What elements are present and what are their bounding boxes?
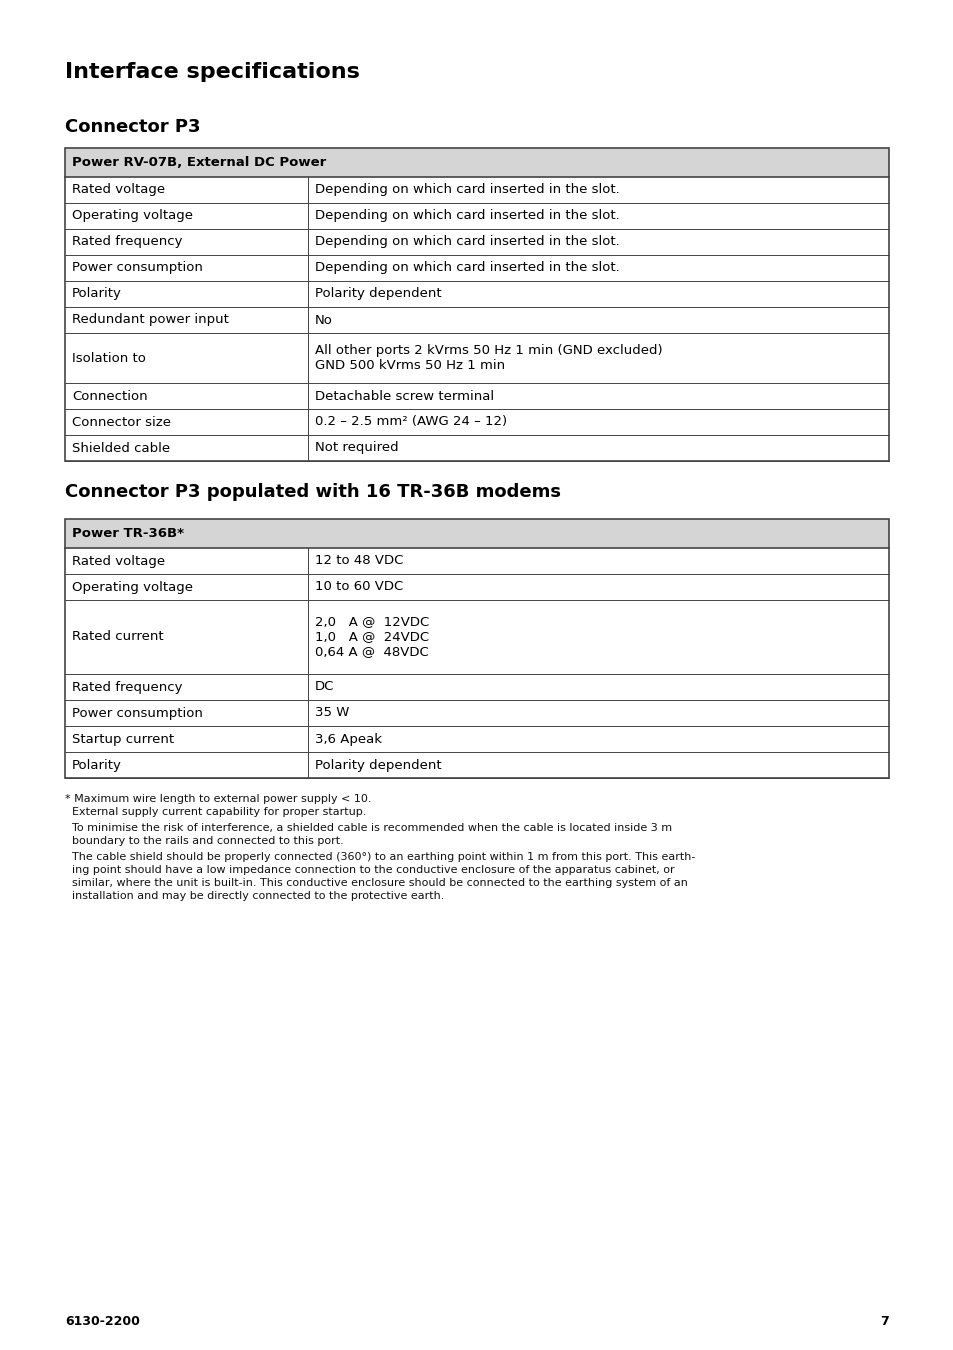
Bar	[65, 148, 888, 177]
Bar	[65, 518, 888, 548]
Text: 1,0   A @  24VDC: 1,0 A @ 24VDC	[314, 630, 429, 644]
Text: * Maximum wire length to external power supply < 10.: * Maximum wire length to external power …	[65, 794, 371, 805]
Text: Rated voltage: Rated voltage	[71, 184, 165, 197]
Text: 3,6 Apeak: 3,6 Apeak	[314, 733, 382, 745]
Text: Connector P3: Connector P3	[65, 117, 200, 136]
Text: Depending on which card inserted in the slot.: Depending on which card inserted in the …	[314, 262, 619, 274]
Text: ing point should have a low impedance connection to the conductive enclosure of : ing point should have a low impedance co…	[65, 865, 674, 875]
Bar	[65, 518, 888, 778]
Text: The cable shield should be properly connected (360°) to an earthing point within: The cable shield should be properly conn…	[65, 852, 695, 863]
Bar	[65, 148, 888, 460]
Text: Detachable screw terminal: Detachable screw terminal	[314, 390, 494, 402]
Text: To minimise the risk of interference, a shielded cable is recommended when the c: To minimise the risk of interference, a …	[65, 824, 672, 833]
Text: Power consumption: Power consumption	[71, 706, 203, 720]
Text: Power TR-36B*: Power TR-36B*	[71, 526, 184, 540]
Text: 10 to 60 VDC: 10 to 60 VDC	[314, 580, 403, 594]
Text: DC: DC	[314, 680, 335, 694]
Text: Power RV-07B, External DC Power: Power RV-07B, External DC Power	[71, 157, 326, 169]
Text: similar, where the unit is built-in. This conductive enclosure should be connect: similar, where the unit is built-in. Thi…	[65, 878, 687, 888]
Text: 12 to 48 VDC: 12 to 48 VDC	[314, 555, 403, 567]
Text: 0,64 A @  48VDC: 0,64 A @ 48VDC	[314, 645, 429, 659]
Text: No: No	[314, 313, 333, 327]
Text: Interface specifications: Interface specifications	[65, 62, 359, 82]
Text: Operating voltage: Operating voltage	[71, 580, 193, 594]
Text: Connection: Connection	[71, 390, 148, 402]
Text: Isolation to: Isolation to	[71, 351, 146, 364]
Text: Depending on which card inserted in the slot.: Depending on which card inserted in the …	[314, 235, 619, 248]
Text: Power consumption: Power consumption	[71, 262, 203, 274]
Text: installation and may be directly connected to the protective earth.: installation and may be directly connect…	[65, 891, 444, 900]
Text: 7: 7	[880, 1315, 888, 1328]
Text: Depending on which card inserted in the slot.: Depending on which card inserted in the …	[314, 184, 619, 197]
Text: Rated frequency: Rated frequency	[71, 680, 182, 694]
Text: Connector size: Connector size	[71, 416, 171, 428]
Text: Polarity: Polarity	[71, 759, 122, 771]
Text: Polarity: Polarity	[71, 288, 122, 301]
Text: Polarity dependent: Polarity dependent	[314, 759, 441, 771]
Text: GND 500 kVrms 50 Hz 1 min: GND 500 kVrms 50 Hz 1 min	[314, 359, 505, 373]
Text: boundary to the rails and connected to this port.: boundary to the rails and connected to t…	[65, 836, 343, 846]
Text: Shielded cable: Shielded cable	[71, 441, 170, 455]
Text: Operating voltage: Operating voltage	[71, 209, 193, 223]
Text: All other ports 2 kVrms 50 Hz 1 min (GND excluded): All other ports 2 kVrms 50 Hz 1 min (GND…	[314, 344, 662, 356]
Text: Startup current: Startup current	[71, 733, 174, 745]
Text: Not required: Not required	[314, 441, 398, 455]
Text: Depending on which card inserted in the slot.: Depending on which card inserted in the …	[314, 209, 619, 223]
Text: Polarity dependent: Polarity dependent	[314, 288, 441, 301]
Text: 2,0   A @  12VDC: 2,0 A @ 12VDC	[314, 616, 429, 629]
Text: Rated frequency: Rated frequency	[71, 235, 182, 248]
Text: Redundant power input: Redundant power input	[71, 313, 229, 327]
Text: 6130-2200: 6130-2200	[65, 1315, 140, 1328]
Text: Connector P3 populated with 16 TR-36B modems: Connector P3 populated with 16 TR-36B mo…	[65, 483, 560, 501]
Text: Rated voltage: Rated voltage	[71, 555, 165, 567]
Text: 35 W: 35 W	[314, 706, 349, 720]
Text: Rated current: Rated current	[71, 630, 164, 644]
Text: 0.2 – 2.5 mm² (AWG 24 – 12): 0.2 – 2.5 mm² (AWG 24 – 12)	[314, 416, 507, 428]
Text: External supply current capability for proper startup.: External supply current capability for p…	[65, 807, 366, 817]
